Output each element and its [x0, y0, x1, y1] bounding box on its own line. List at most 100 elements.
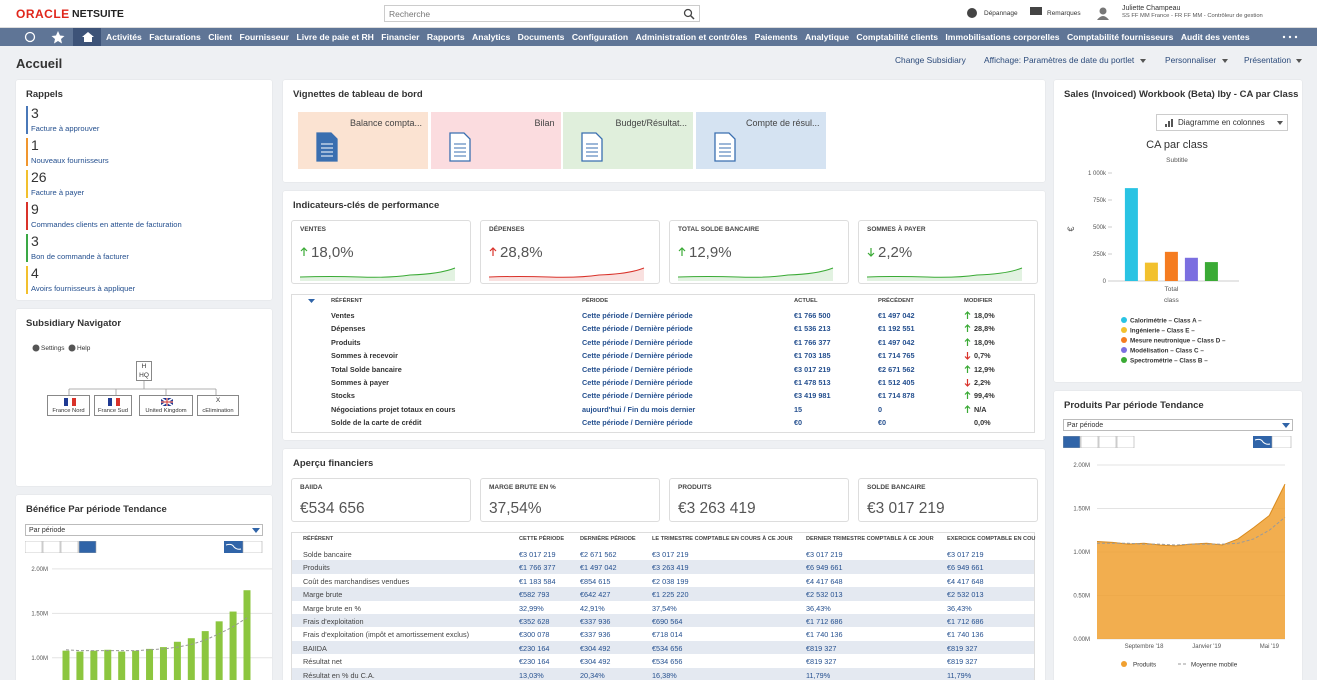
summary-card[interactable]: SOLDE BANCAIRE €3 017 219	[858, 478, 1038, 522]
reminder-count[interactable]: 4	[31, 265, 39, 281]
cell[interactable]: €304 492	[580, 657, 611, 667]
summary-card[interactable]: BAIIDA €534 656	[291, 478, 471, 522]
select[interactable]: Par période	[1063, 419, 1293, 431]
cell[interactable]: 0	[878, 404, 883, 414]
nav-item[interactable]: Livre de paie et RH	[296, 32, 374, 42]
cell[interactable]: 37,54%	[652, 603, 677, 613]
cell[interactable]: €3 419 981	[794, 391, 831, 401]
cell[interactable]: €3 017 219	[806, 550, 843, 559]
cell[interactable]: €1 714 878	[878, 391, 915, 401]
cell[interactable]: €1 714 765	[878, 351, 915, 361]
cell[interactable]: €1 766 377	[519, 563, 556, 573]
tree-root[interactable]: H HQ	[136, 361, 152, 381]
cell[interactable]: €819 327	[806, 657, 837, 667]
summary-card[interactable]: MARGE BRUTE EN % 37,54%	[480, 478, 660, 522]
reminder-label[interactable]: Commandes clients en attente de facturat…	[31, 220, 182, 229]
reminder-label[interactable]: Facture à approuver	[31, 124, 100, 133]
cell[interactable]: 36,43%	[806, 603, 831, 613]
kpi-card[interactable]: VENTES 18,0%	[291, 220, 471, 284]
cell[interactable]: €2 671 562	[878, 364, 915, 374]
page-action[interactable]: Change Subsidiary	[895, 55, 966, 65]
nav-item[interactable]: Activités	[106, 32, 142, 42]
cell[interactable]: €2 532 013	[947, 590, 984, 600]
cell[interactable]: Cette période / Dernière période	[582, 378, 693, 387]
reminder-count[interactable]: 3	[31, 105, 39, 121]
cell[interactable]: €1 512 405	[878, 378, 915, 387]
tile[interactable]: Balance compta...	[298, 112, 428, 169]
nav-item[interactable]: Comptabilité clients	[856, 32, 939, 42]
cell[interactable]: 13,03%	[519, 670, 544, 680]
nav-item[interactable]: Financier	[381, 32, 420, 42]
cell[interactable]: €534 656	[652, 643, 683, 653]
cell[interactable]: €1 712 686	[806, 617, 843, 626]
cell[interactable]: 36,43%	[947, 603, 972, 613]
cell[interactable]: €3 263 419	[652, 563, 689, 573]
tile[interactable]: Compte de résul...	[695, 112, 826, 169]
cell[interactable]: €1 497 042	[878, 337, 915, 347]
cell[interactable]: €1 712 686	[947, 617, 984, 626]
cell[interactable]: €3 017 219	[652, 550, 689, 559]
link-depannage[interactable]: Dépannage	[984, 10, 1018, 17]
cell[interactable]: €337 936	[580, 617, 611, 626]
nav-item[interactable]: Analytics	[472, 32, 511, 42]
cell[interactable]: €3 017 219	[794, 364, 831, 374]
cell[interactable]: 32,99%	[519, 603, 544, 613]
cell[interactable]: €304 492	[580, 643, 611, 653]
cell[interactable]: €1 192 551	[878, 324, 915, 334]
reminder-count[interactable]: 1	[31, 137, 39, 153]
cell[interactable]: Cette période / Dernière période	[582, 351, 693, 361]
cell[interactable]: €300 078	[519, 630, 550, 640]
cell[interactable]: €2 532 013	[806, 590, 843, 600]
nav-item[interactable]: Client	[208, 32, 233, 42]
page-action[interactable]: Affichage: Paramètres de date du portlet	[984, 55, 1135, 65]
tree-node[interactable]: France Nord	[47, 395, 90, 416]
reminder-count[interactable]: 3	[31, 233, 39, 249]
tile[interactable]: Budget/Résultat...	[563, 112, 693, 169]
cell[interactable]: 20,34%	[580, 670, 605, 680]
cell[interactable]: €819 327	[947, 643, 978, 653]
cell[interactable]: 42,91%	[580, 603, 605, 613]
cell[interactable]: €0	[794, 418, 803, 428]
cell[interactable]: €1 740 136	[806, 630, 843, 640]
cell[interactable]: €6 949 661	[806, 563, 843, 573]
nav-item[interactable]: Configuration	[571, 32, 629, 42]
cell[interactable]: Cette période / Dernière période	[582, 337, 693, 347]
page-action[interactable]: Présentation	[1244, 55, 1292, 65]
nav-item[interactable]: Audit des ventes	[1180, 32, 1250, 42]
cell[interactable]: €582 793	[519, 590, 550, 600]
cell[interactable]: Cette période / Dernière période	[582, 324, 693, 334]
nav-item[interactable]: Comptabilité fournisseurs	[1066, 32, 1174, 42]
tool-settings[interactable]: Settings	[41, 345, 65, 352]
cell[interactable]: €1 766 500	[794, 311, 831, 320]
cell[interactable]: €4 417 648	[947, 576, 984, 586]
reminder-label[interactable]: Nouveaux fournisseurs	[31, 156, 109, 165]
nav-item[interactable]: Facturations	[149, 32, 201, 42]
chart-type-select[interactable]: Diagramme en colonnes	[1156, 114, 1288, 131]
kpi-card[interactable]: TOTAL SOLDE BANCAIRE 12,9%	[669, 220, 849, 284]
kpi-card[interactable]: SOMMES À PAYER 2,2%	[858, 220, 1038, 284]
cell[interactable]: Cette période / Dernière période	[582, 391, 693, 401]
cell[interactable]: €690 564	[652, 617, 683, 626]
cell[interactable]: €819 327	[947, 657, 978, 667]
cell[interactable]: €1 536 213	[794, 324, 831, 334]
cell[interactable]: €2 671 562	[580, 550, 617, 559]
cell[interactable]: 11,79%	[806, 670, 831, 680]
reminder-count[interactable]: 9	[31, 201, 39, 217]
cell[interactable]: €1 225 220	[652, 590, 689, 600]
kpi-card[interactable]: DÉPENSES 28,8%	[480, 220, 660, 284]
summary-card[interactable]: PRODUITS €3 263 419	[669, 478, 849, 522]
reminder-label[interactable]: Bon de commande à facturer	[31, 252, 129, 261]
cell[interactable]: 11,79%	[947, 670, 972, 680]
reminder-label[interactable]: Facture à payer	[31, 188, 85, 197]
cell[interactable]: Cette période / Dernière période	[582, 311, 693, 320]
cell[interactable]: €718 014	[652, 630, 683, 640]
cell[interactable]: 15	[794, 404, 803, 414]
reminder-count[interactable]: 26	[31, 169, 47, 185]
cell[interactable]: €230 164	[519, 657, 550, 667]
link-remarques[interactable]: Remarques	[1047, 10, 1081, 17]
cell[interactable]: €1 478 513	[794, 378, 831, 387]
cell[interactable]: Cette période / Dernière période	[582, 418, 693, 428]
cell[interactable]: €854 615	[580, 576, 611, 586]
nav-item[interactable]: Fournisseur	[239, 32, 290, 42]
